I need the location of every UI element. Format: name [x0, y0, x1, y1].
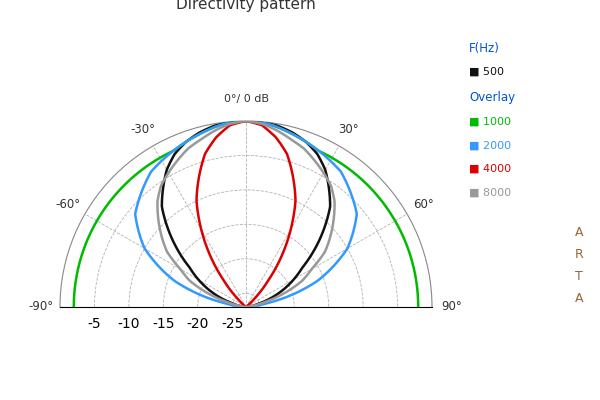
Text: Overlay: Overlay	[469, 91, 515, 104]
Text: F(Hz): F(Hz)	[469, 42, 500, 55]
Title: Directivity pattern: Directivity pattern	[176, 0, 316, 12]
Text: A: A	[575, 226, 583, 238]
Text: R: R	[575, 248, 583, 260]
Text: T: T	[575, 270, 583, 282]
Text: A: A	[575, 292, 583, 304]
Text: ■ 2000: ■ 2000	[469, 140, 511, 150]
Text: 0°/ 0 dB: 0°/ 0 dB	[224, 94, 269, 104]
Text: ■ 500: ■ 500	[469, 67, 504, 77]
Text: ■ 8000: ■ 8000	[469, 188, 511, 198]
Text: ■ 4000: ■ 4000	[469, 164, 511, 174]
Text: ■ 1000: ■ 1000	[469, 116, 511, 126]
